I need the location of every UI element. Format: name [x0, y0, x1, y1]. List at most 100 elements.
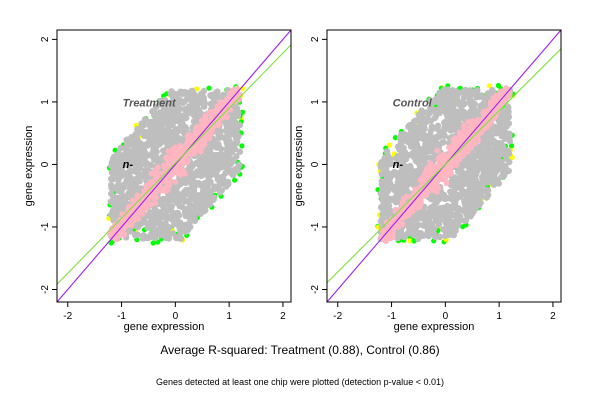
data-point	[410, 122, 417, 129]
data-point	[148, 170, 155, 177]
data-point	[392, 206, 399, 213]
data-point	[202, 113, 209, 119]
data-point	[493, 155, 500, 163]
data-point	[209, 167, 216, 175]
data-point	[181, 106, 189, 113]
data-point	[171, 184, 178, 192]
data-point	[131, 212, 138, 219]
data-point	[407, 168, 414, 175]
data-point	[392, 169, 399, 177]
data-point	[206, 140, 213, 147]
data-point	[177, 219, 184, 226]
data-point	[113, 173, 120, 180]
data-point	[448, 109, 455, 116]
data-point	[448, 177, 455, 184]
y-tick-label: -2	[310, 285, 321, 294]
data-point	[152, 200, 159, 206]
data-point	[188, 209, 195, 216]
data-point	[443, 180, 450, 187]
data-point	[199, 121, 205, 128]
data-point	[198, 90, 205, 98]
data-point	[452, 205, 459, 212]
data-point	[385, 202, 393, 209]
data-point	[471, 173, 478, 180]
data-point	[506, 158, 513, 166]
data-point	[456, 153, 463, 160]
data-point	[152, 117, 159, 124]
data-point	[484, 160, 491, 167]
data-point	[414, 235, 422, 243]
data-point	[462, 208, 469, 215]
data-point	[394, 189, 401, 196]
data-point	[474, 165, 481, 172]
data-point	[196, 127, 203, 134]
data-point	[195, 100, 202, 108]
data-point	[142, 173, 149, 180]
data-point	[234, 138, 241, 145]
plot-frame	[326, 29, 562, 303]
data-point	[429, 229, 437, 236]
data-point	[215, 129, 223, 137]
data-point	[233, 153, 240, 160]
data-point	[160, 147, 167, 154]
data-point	[153, 148, 160, 155]
data-point	[469, 112, 476, 119]
data-point	[425, 110, 433, 118]
data-point	[151, 205, 159, 213]
data-point	[207, 100, 214, 108]
data-point	[120, 154, 128, 161]
data-point	[217, 164, 225, 171]
data-point	[430, 153, 438, 161]
data-point	[490, 181, 498, 188]
data-point	[201, 179, 209, 187]
data-point	[479, 123, 485, 130]
data-point	[483, 168, 491, 175]
data-point	[432, 137, 439, 144]
data-point	[146, 209, 154, 216]
data-point	[452, 185, 459, 192]
data-point	[478, 179, 485, 187]
data-point	[418, 210, 425, 218]
data-point	[152, 234, 159, 241]
data-point	[392, 135, 398, 141]
y-tick-label: -1	[310, 222, 321, 231]
data-point	[124, 176, 132, 183]
data-point	[425, 214, 433, 222]
data-point	[180, 189, 187, 196]
data-point	[441, 119, 448, 126]
data-point	[378, 204, 386, 212]
plot-area: Control n-	[327, 30, 561, 302]
data-point	[125, 136, 132, 143]
data-point	[141, 116, 149, 123]
data-point	[473, 94, 480, 101]
data-point	[234, 167, 241, 175]
data-point	[169, 136, 176, 143]
data-point	[159, 129, 166, 136]
data-point	[457, 213, 464, 220]
data-point	[166, 205, 173, 212]
data-point	[411, 142, 418, 149]
data-point	[464, 125, 470, 132]
data-point	[500, 125, 507, 132]
data-point	[409, 201, 415, 208]
data-point	[152, 123, 160, 130]
data-point	[156, 210, 164, 217]
panel-annotation: n-	[123, 159, 134, 171]
data-point	[125, 207, 132, 213]
data-point	[196, 202, 204, 209]
data-point	[434, 147, 441, 154]
data-point	[459, 162, 467, 170]
data-point	[431, 114, 439, 122]
data-point	[462, 87, 469, 94]
data-point	[402, 156, 410, 163]
data-point	[136, 165, 143, 172]
data-point	[224, 99, 231, 106]
data-point	[168, 213, 176, 220]
data-point	[167, 159, 174, 166]
data-point	[470, 88, 478, 96]
data-point	[435, 196, 443, 203]
data-point	[468, 165, 475, 172]
data-point	[397, 174, 405, 181]
data-point	[453, 217, 460, 224]
data-point	[162, 185, 169, 192]
